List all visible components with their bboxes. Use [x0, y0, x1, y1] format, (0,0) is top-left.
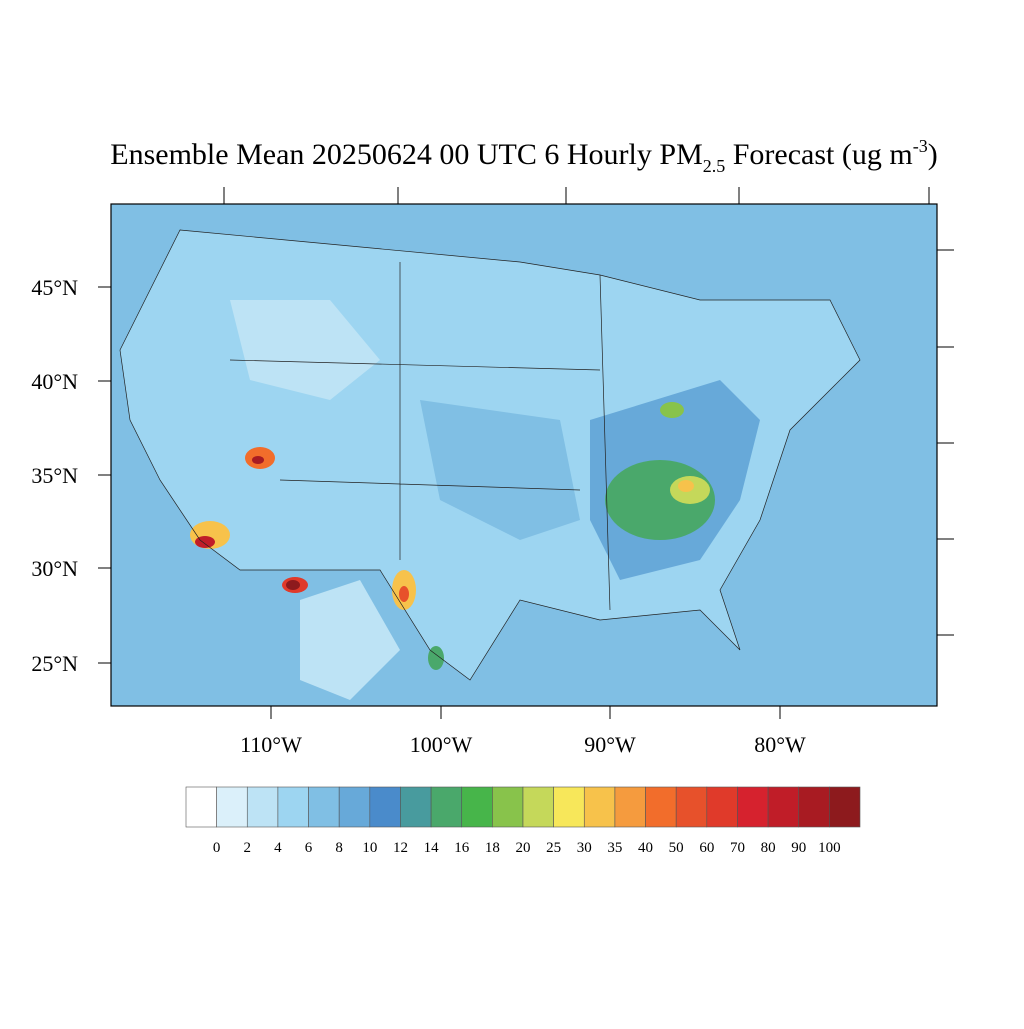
colorbar-label: 16 [454, 840, 470, 856]
colorbar-label: 60 [699, 840, 714, 856]
colorbar-box [369, 786, 401, 828]
lat-label: 30°N [31, 556, 78, 581]
colorbar-box [675, 786, 708, 828]
colorbar: 0 2 4 6 8 10 12 14 16 18 20 25 30 35 40 50 60 70 80 90 100 [185, 786, 861, 856]
colorbar-box [706, 786, 738, 828]
plume [286, 580, 300, 590]
lon-label: 110°W [240, 732, 302, 757]
title-close: ) [928, 138, 938, 171]
light-area [230, 300, 380, 400]
colorbar-label: 18 [485, 840, 500, 856]
colorbar-label: 100 [818, 840, 841, 856]
colorbar-label: 35 [607, 840, 622, 856]
title: Ensemble Mean 20250624 00 UTC 6 Hourly P… [110, 136, 937, 176]
colorbar-label: 4 [274, 840, 282, 856]
plot-frame [110, 203, 938, 707]
colorbar-label: 70 [730, 840, 745, 856]
colorbar-label: 12 [393, 840, 408, 856]
colorbar-label: 30 [577, 840, 592, 856]
colorbar-label: 50 [669, 840, 684, 856]
colorbar-box [308, 786, 340, 828]
colorbar-label: 10 [362, 840, 377, 856]
lat-label: 25°N [31, 651, 78, 676]
plume [252, 456, 264, 464]
colorbar-label: 40 [638, 840, 653, 856]
colorbar-label: 2 [244, 840, 252, 856]
title-main: Ensemble Mean 20250624 00 UTC 6 Hourly P… [110, 138, 702, 171]
axes: 45°N 40°N 35°N 30°N 25°N 110°W 100°W 90°W 80°W [31, 187, 954, 757]
colorbar-label: 0 [213, 840, 221, 856]
colorbar-box [246, 786, 279, 828]
lon-label: 100°W [410, 732, 473, 757]
lat-label: 40°N [31, 369, 78, 394]
colorbar-box [277, 786, 309, 828]
colorbar-label: 8 [335, 840, 343, 856]
colorbar-label: 90 [791, 840, 806, 856]
plume [660, 402, 684, 418]
colorbar-box [553, 786, 585, 828]
colorbar-label: 14 [424, 840, 440, 856]
plume [678, 480, 694, 492]
colorbar-box [798, 786, 830, 828]
colorbar-box [216, 786, 248, 828]
colorbar-box [614, 786, 646, 828]
lon-label: 80°W [754, 732, 806, 757]
title-superscript: -3 [913, 136, 928, 156]
plume [399, 586, 409, 602]
colorbar-box [767, 786, 800, 828]
colorbar-box [185, 786, 217, 828]
colorbar-box [583, 786, 616, 828]
lat-label: 35°N [31, 463, 78, 488]
colorbar-label: 20 [516, 840, 531, 856]
title-after: Forecast (ug m [725, 138, 912, 171]
colorbar-box [461, 786, 493, 828]
lon-label: 90°W [584, 732, 636, 757]
colorbar-box [338, 786, 371, 828]
map-field [111, 204, 937, 706]
colorbar-box [400, 786, 432, 828]
colorbar-box [430, 786, 463, 828]
colorbar-label: 80 [761, 840, 776, 856]
light-area [300, 580, 400, 700]
colorbar-label: 6 [305, 840, 313, 856]
plume [428, 646, 444, 670]
colorbar-box [829, 786, 861, 828]
colorbar-box [645, 786, 677, 828]
colorbar-box [492, 786, 524, 828]
colorbar-box [737, 786, 769, 828]
title-subscript: 2.5 [703, 156, 726, 176]
boundaries [119, 229, 861, 681]
colorbar-box [522, 786, 554, 828]
plume [195, 536, 215, 548]
lat-label: 45°N [31, 275, 78, 300]
mid-area [420, 400, 580, 540]
colorbar-label: 25 [546, 840, 561, 856]
